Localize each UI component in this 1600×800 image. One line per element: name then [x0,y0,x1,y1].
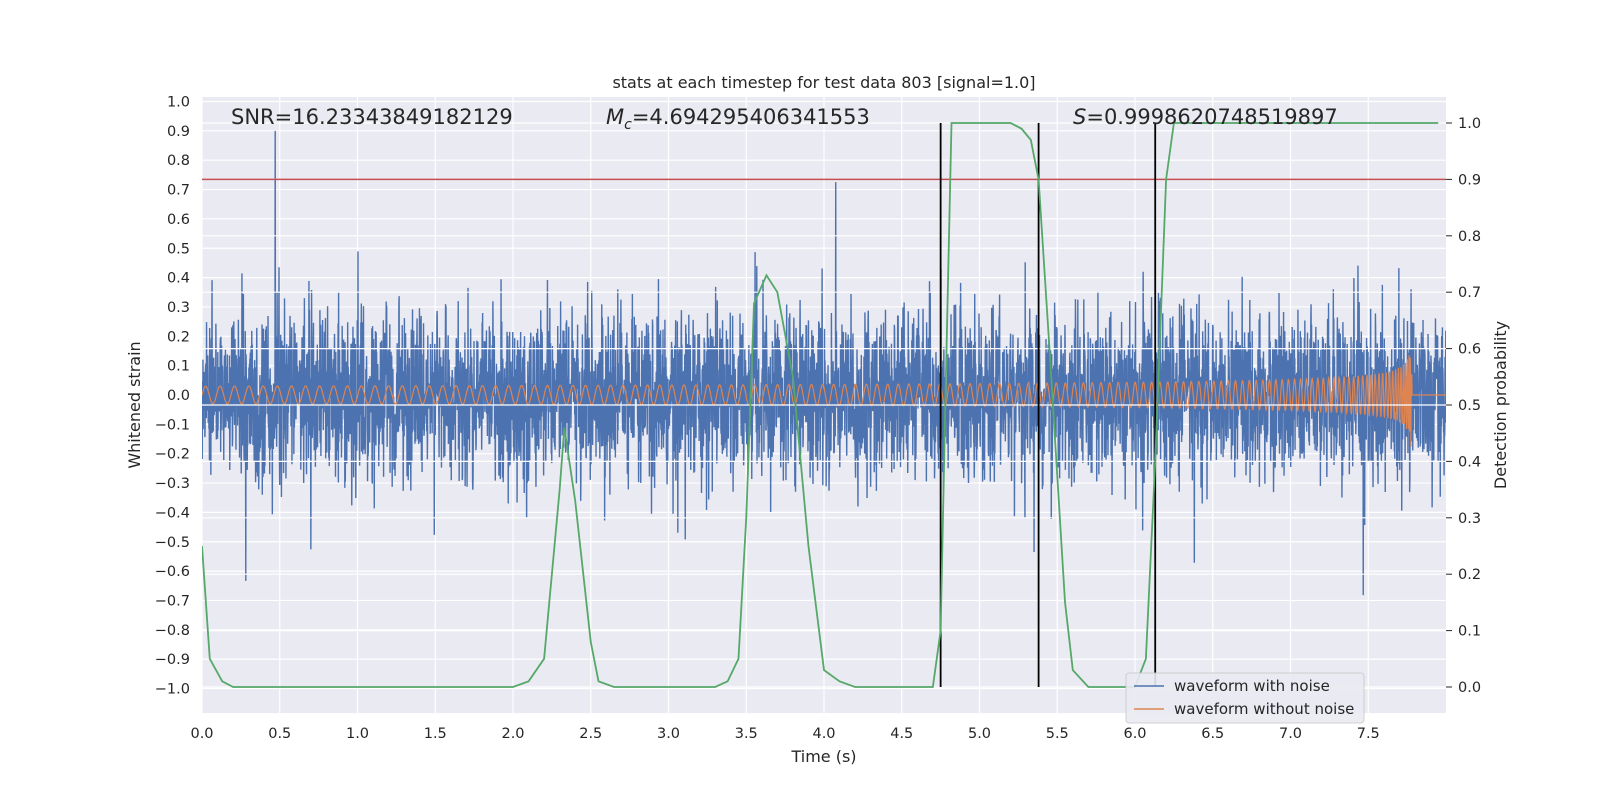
legend: waveform with noise waveform without noi… [1125,672,1365,724]
y-tick-label: 0.2 [167,329,190,345]
x-tick-label: 1.5 [424,726,447,742]
series-waveform-with-noise [202,130,1446,596]
x-tick-label: 6.0 [1123,726,1146,742]
x-tick-label: 5.5 [1046,726,1069,742]
s-annotation: S=0.9998620748519897 [1073,105,1338,129]
chart-title: stats at each timestep for test data 803… [612,73,1035,92]
x-tick-label: 4.5 [890,726,913,742]
y-tick-label: 0.7 [167,183,190,199]
y-tick-label: −0.7 [155,593,190,609]
x-tick-label: 5.0 [968,726,991,742]
snr-annotation: SNR=16.23343849182129 [231,105,513,129]
y-tick-label: 0.3 [167,300,190,316]
legend-label-clean: waveform without noise [1174,700,1354,718]
y2-tick-label: 0.1 [1458,624,1481,640]
y2-axis-title: Detection probability [1491,321,1510,489]
mc-symbol: M [606,105,624,129]
y-tick-label: 0.9 [167,124,190,140]
y-tick-label: −0.6 [155,564,190,580]
y2-tick-label: 0.5 [1458,398,1481,414]
y-tick-label: −0.4 [155,505,190,521]
y-tick-label: −0.3 [155,476,190,492]
mc-subscript: c [624,117,632,133]
y-tick-label: 0.1 [167,359,190,375]
x-axis-ticks: 0.0 0.5 1.0 1.5 2.0 2.5 3.0 3.5 4.0 4.5 5.0 5.5 6.0 6… [190,726,1379,742]
legend-label-noise: waveform with noise [1174,677,1330,695]
y-tick-label: 0.4 [167,271,190,287]
y-tick-label: 0.0 [167,388,190,404]
x-tick-label: 3.0 [657,726,680,742]
y2-tick-label: 0.2 [1458,567,1481,583]
y2-tick-label: 1.0 [1458,116,1481,132]
series-waveform-without-noise [202,355,1446,447]
y-tick-label: 0.5 [167,241,190,257]
x-axis-title: Time (s) [790,747,856,766]
x-tick-label: 0.5 [268,726,291,742]
y2-tick-label: 0.6 [1458,342,1481,358]
x-tick-label: 7.0 [1279,726,1302,742]
y-axis-ticks: 1.0 0.9 0.8 0.7 0.6 0.5 0.4 0.3 0.2 0.1 0.0 −0.1 −0.… [155,95,190,698]
legend-box [1125,672,1365,724]
y-tick-label: −0.9 [155,652,190,668]
mc-value: =4.694295406341553 [632,105,870,129]
y-tick-label: 0.8 [167,153,190,169]
y-tick-label: −0.8 [155,623,190,639]
x-tick-label: 3.5 [735,726,758,742]
y-tick-label: −0.1 [155,417,190,433]
y-tick-label: −0.2 [155,447,190,463]
x-tick-label: 2.5 [579,726,602,742]
x-tick-label: 7.5 [1357,726,1380,742]
y-tick-label: 0.6 [167,212,190,228]
y2-tick-label: 0.0 [1458,680,1481,696]
y2-tick-label: 0.8 [1458,229,1481,245]
y-tick-label: 1.0 [167,95,190,111]
y-axis-title: Whitened strain [125,341,144,468]
series-group [202,122,1446,688]
x-tick-label: 4.0 [812,726,835,742]
x-tick-label: 1.0 [346,726,369,742]
y2-axis-ticks: 1.0 0.9 0.8 0.7 0.6 0.5 0.4 0.3 0.2 0.1 0.0 [1446,116,1481,696]
y2-tick-label: 0.7 [1458,285,1481,301]
y2-tick-label: 0.4 [1458,454,1481,470]
x-tick-label: 2.0 [501,726,524,742]
y-tick-label: −0.5 [155,535,190,551]
x-tick-label: 6.5 [1201,726,1224,742]
y2-tick-label: 0.3 [1458,511,1481,527]
s-value: =0.9998620748519897 [1086,105,1337,129]
x-tick-label: 0.0 [190,726,213,742]
mc-annotation: Mc=4.694295406341553 [606,105,870,133]
y2-tick-label: 0.9 [1458,172,1481,188]
s-symbol: S [1073,105,1086,129]
y-tick-label: −1.0 [155,682,190,698]
